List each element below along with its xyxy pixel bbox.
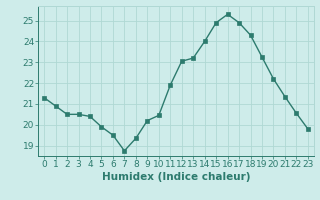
X-axis label: Humidex (Indice chaleur): Humidex (Indice chaleur) [102,172,250,182]
